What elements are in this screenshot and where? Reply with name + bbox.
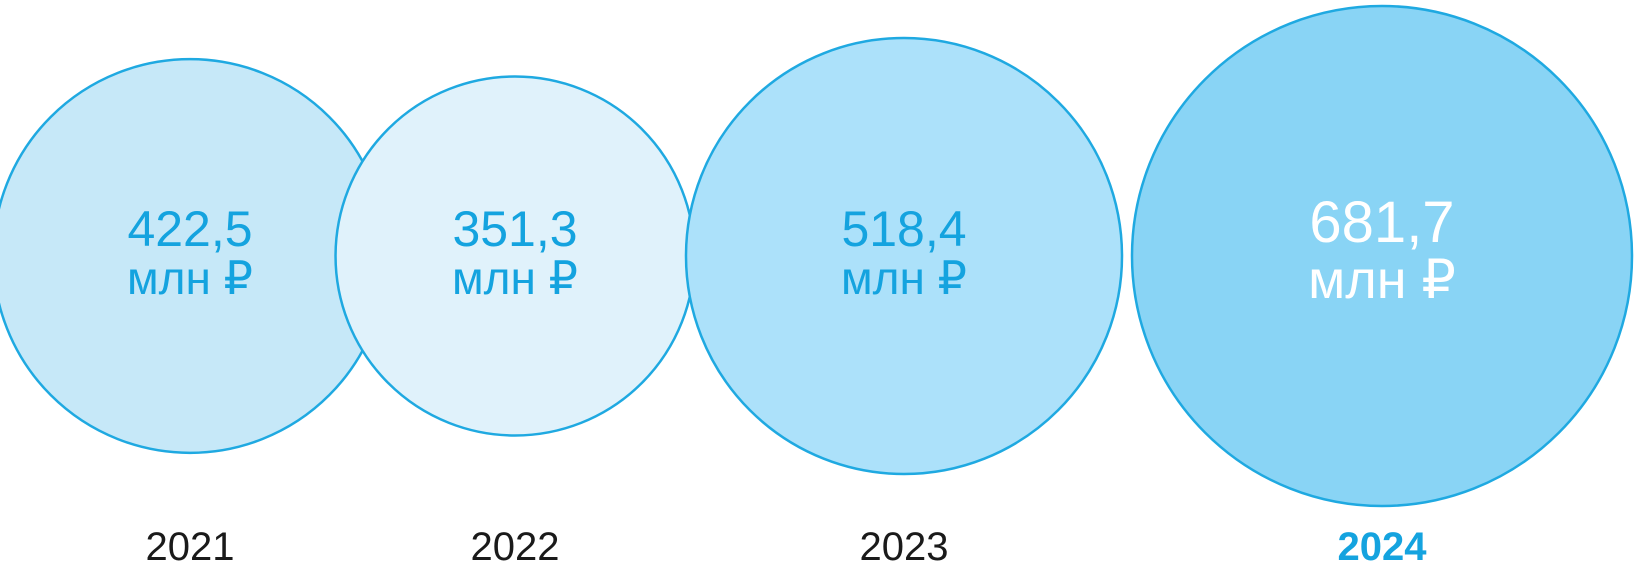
bubble-unit-2022: млн ₽ bbox=[452, 252, 578, 304]
year-label-2021: 2021 bbox=[146, 525, 235, 569]
bubble-value-2023: 518,4 bbox=[841, 201, 966, 257]
bubble-value-2021: 422,5 bbox=[127, 201, 252, 257]
year-label-2024: 2024 bbox=[1338, 525, 1428, 569]
bubble-value-2022: 351,3 bbox=[452, 201, 577, 257]
bubble-unit-2024: млн ₽ bbox=[1308, 250, 1456, 310]
bubble-value-2024: 681,7 bbox=[1309, 190, 1454, 255]
year-labels-group: 2021 2022 2023 2024 bbox=[146, 525, 1428, 569]
bubble-unit-2021: млн ₽ bbox=[127, 252, 253, 304]
year-label-2023: 2023 bbox=[860, 525, 949, 569]
bubble-unit-2023: млн ₽ bbox=[841, 252, 967, 304]
year-label-2022: 2022 bbox=[471, 525, 560, 569]
